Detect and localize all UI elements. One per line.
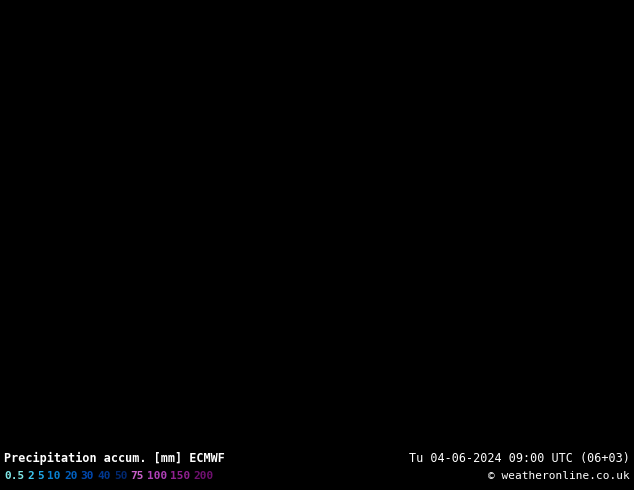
Text: Tu 04-06-2024 09:00 UTC (06+03): Tu 04-06-2024 09:00 UTC (06+03) — [409, 452, 630, 466]
Text: 75: 75 — [131, 471, 144, 481]
Text: Precipitation accum. [mm] ECMWF: Precipitation accum. [mm] ECMWF — [4, 452, 225, 466]
Text: 2: 2 — [27, 471, 34, 481]
Text: © weatheronline.co.uk: © weatheronline.co.uk — [488, 471, 630, 481]
Text: 150: 150 — [170, 471, 190, 481]
Text: 10: 10 — [48, 471, 61, 481]
Text: 5: 5 — [37, 471, 44, 481]
Text: 20: 20 — [64, 471, 77, 481]
Text: 40: 40 — [97, 471, 111, 481]
Text: 30: 30 — [81, 471, 94, 481]
Text: 50: 50 — [114, 471, 127, 481]
Text: 100: 100 — [147, 471, 167, 481]
Text: 200: 200 — [193, 471, 213, 481]
Text: cartopy required for map display: cartopy required for map display — [181, 213, 453, 231]
Text: 0.5: 0.5 — [4, 471, 24, 481]
